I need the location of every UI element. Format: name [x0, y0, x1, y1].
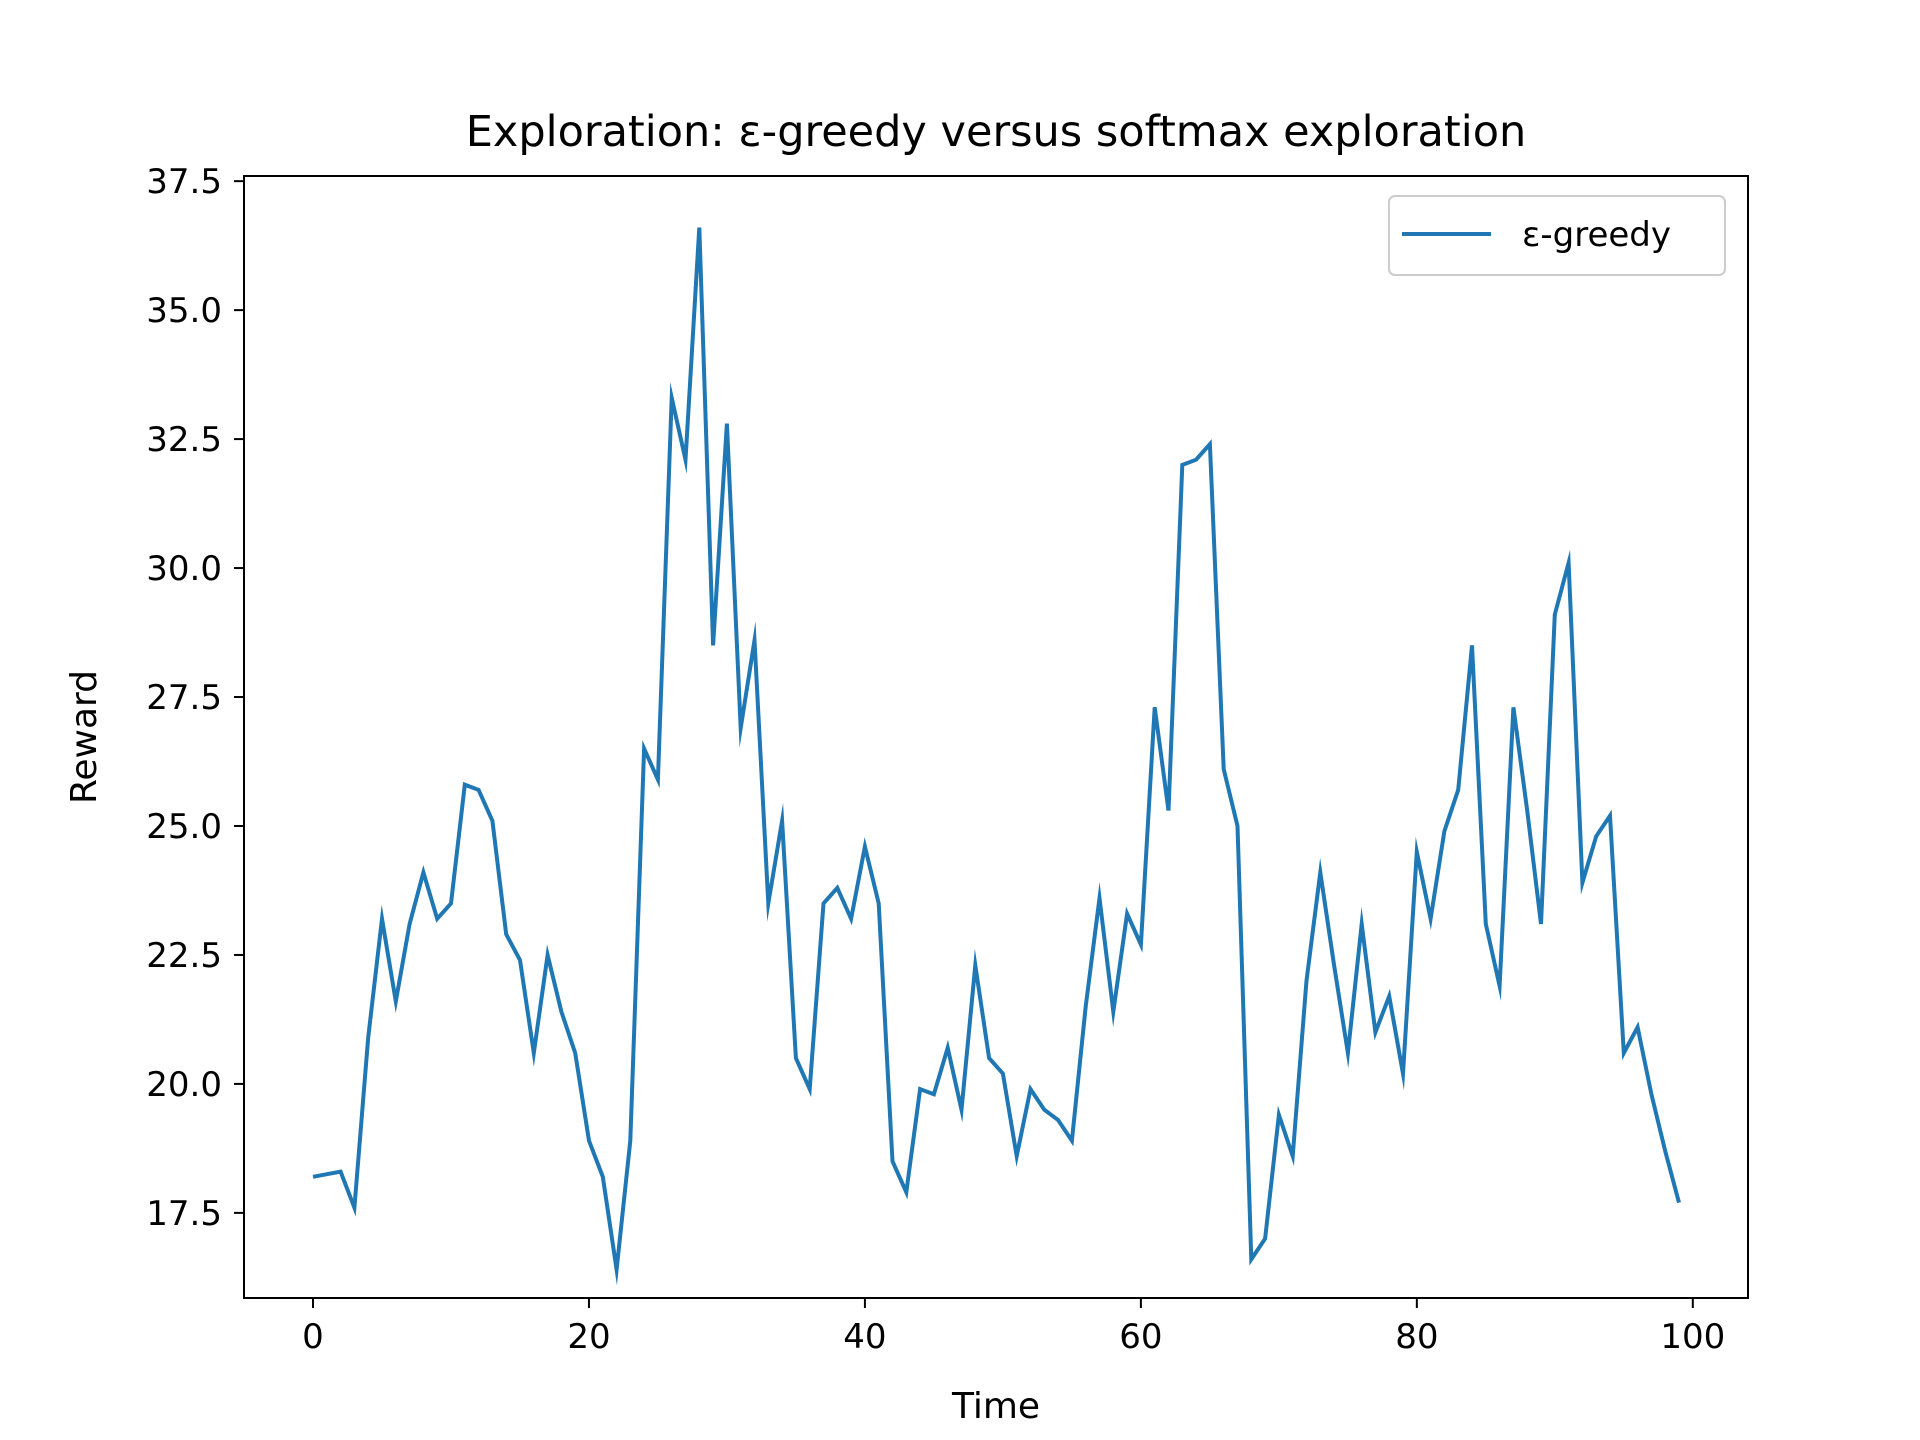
x-tick-label: 80	[1395, 1317, 1438, 1357]
plot-frame	[243, 175, 1749, 1299]
y-tick-label: 37.5	[146, 162, 222, 202]
x-tick-label: 60	[1119, 1317, 1162, 1357]
y-axis: 17.5 20.0 22.5 25.0 27.5 30.0 32.5 35.0 37.5	[146, 162, 244, 1234]
y-axis-label: Reward	[64, 670, 105, 804]
y-tick-label: 22.5	[146, 936, 222, 976]
y-tick-label: 32.5	[146, 420, 222, 460]
x-tick-label: 40	[843, 1317, 886, 1357]
legend: ε-greedy	[1388, 195, 1726, 276]
chart-title: Exploration: ε-greedy versus softmax exp…	[466, 107, 1527, 157]
legend-label: ε-greedy	[1522, 215, 1671, 255]
x-axis: 0 20 40 60 80 100	[302, 1298, 1725, 1357]
x-tick-label: 100	[1660, 1317, 1725, 1357]
x-tick-label: 0	[302, 1317, 324, 1357]
plot-data	[312, 227, 1681, 1286]
series-line-0	[312, 227, 1681, 1286]
x-axis-label: Time	[951, 1386, 1040, 1427]
x-tick-label: 20	[567, 1317, 610, 1357]
y-tick-label: 17.5	[146, 1194, 222, 1234]
y-tick-label: 30.0	[146, 549, 222, 589]
y-tick-label: 20.0	[146, 1065, 222, 1105]
y-tick-label: 35.0	[146, 291, 222, 331]
y-tick-label: 25.0	[146, 807, 222, 847]
legend-frame	[1388, 195, 1726, 276]
y-tick-label: 27.5	[146, 678, 222, 718]
